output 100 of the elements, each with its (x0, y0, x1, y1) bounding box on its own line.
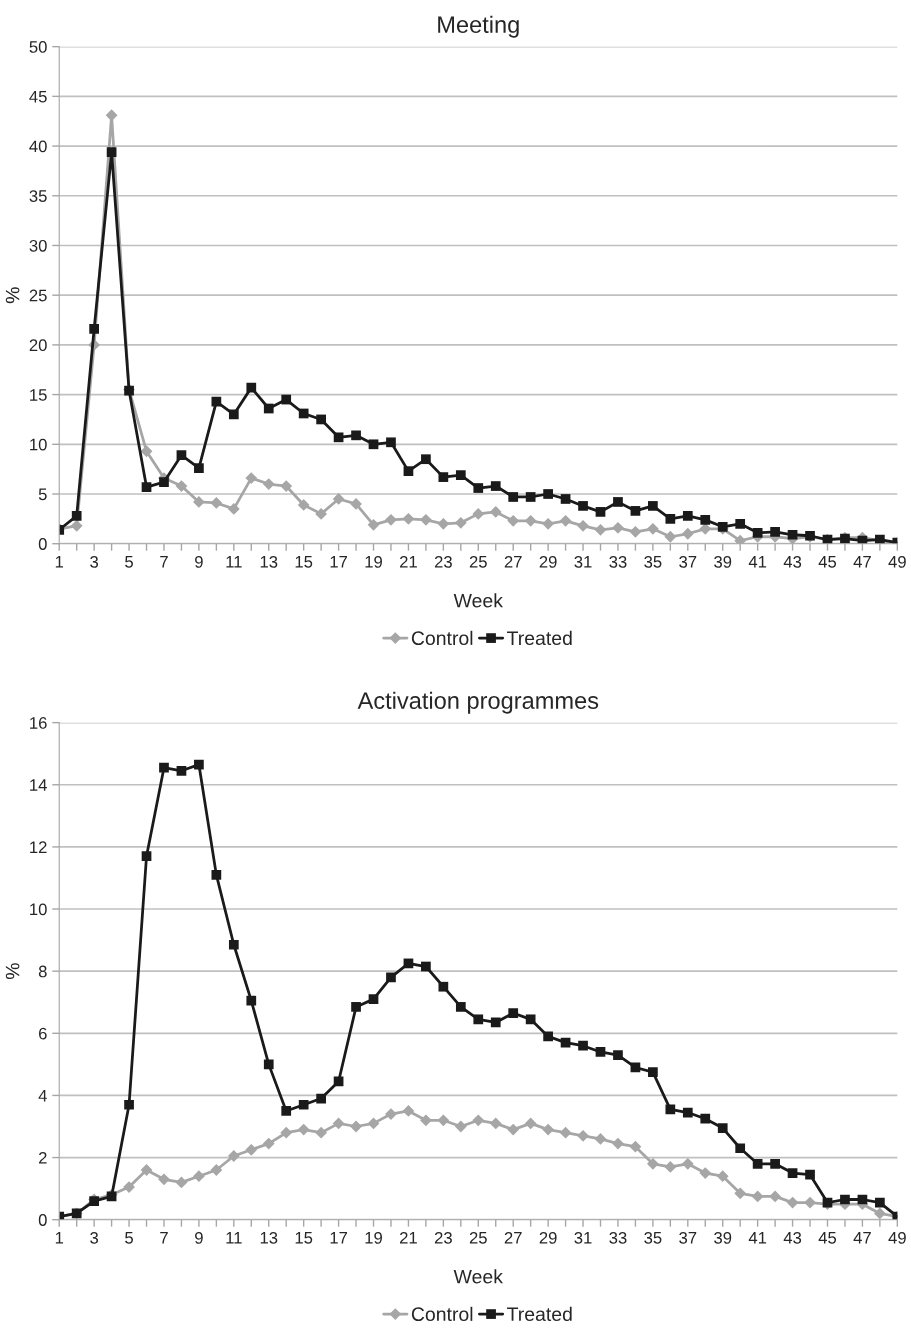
point (386, 437, 396, 448)
x-tick-label: 45 (818, 1232, 837, 1244)
point (455, 1002, 466, 1012)
point (263, 403, 274, 414)
x-tick-label: 33 (609, 1231, 627, 1244)
point (543, 489, 553, 499)
point (787, 1168, 798, 1178)
point (194, 759, 204, 770)
point (700, 514, 711, 525)
point (716, 1170, 729, 1183)
x-tick-label: 31 (574, 555, 592, 568)
point (227, 1150, 240, 1162)
point (263, 1059, 274, 1070)
point (228, 939, 239, 950)
point (681, 527, 694, 540)
x-tick-label: 49 (888, 1231, 906, 1244)
x-tick-label: 21 (400, 555, 417, 568)
x-tick-label: 41 (748, 1232, 767, 1244)
point (175, 480, 188, 492)
point (804, 1196, 816, 1209)
y-axis-title: % (5, 287, 20, 304)
x-tick-label: 19 (365, 555, 382, 568)
point (629, 1140, 642, 1153)
point (386, 972, 396, 983)
x-tick-label: 17 (330, 1232, 348, 1244)
point (560, 494, 571, 504)
x-tick-label: 35 (644, 555, 662, 568)
y-tick-label: 8 (38, 965, 47, 978)
point (630, 506, 641, 516)
point (350, 1120, 362, 1133)
point (734, 534, 747, 544)
y-tick-label: 40 (29, 140, 47, 153)
x-tick-label: 47 (853, 1232, 871, 1244)
point (351, 1002, 361, 1012)
point (281, 394, 292, 405)
x-tick-label: 15 (295, 1232, 313, 1244)
x-tick-label: 39 (714, 1231, 732, 1244)
point (646, 522, 659, 535)
point (158, 1173, 170, 1186)
point (351, 430, 361, 441)
legend-label: Treated (507, 630, 572, 646)
x-tick-label: 5 (125, 1232, 133, 1244)
point (246, 995, 257, 1006)
x-tick-label: 35 (644, 1231, 662, 1244)
point (385, 513, 397, 526)
point (280, 480, 293, 492)
x-tick-label: 3 (90, 1231, 99, 1244)
y-tick-label: 16 (30, 717, 47, 729)
point (734, 1187, 747, 1200)
y-axis-title: % (5, 963, 20, 980)
point (735, 1143, 746, 1154)
point (559, 1126, 572, 1139)
point (140, 1164, 153, 1176)
point (421, 961, 431, 972)
x-tick-label: 31 (574, 1231, 592, 1244)
point (507, 1123, 520, 1136)
point (368, 439, 379, 450)
point (595, 1047, 606, 1057)
point (368, 994, 379, 1004)
point (508, 492, 519, 502)
x-tick-label: 41 (748, 556, 767, 568)
point (613, 497, 623, 507)
x-tick-label: 1 (55, 556, 64, 568)
point (71, 511, 82, 521)
x-tick-label: 11 (226, 1232, 242, 1244)
point (124, 1099, 134, 1110)
point (665, 1104, 676, 1115)
point (420, 1114, 432, 1127)
point (193, 1170, 205, 1183)
point (524, 1117, 537, 1130)
x-tick-label: 1 (55, 1232, 64, 1244)
point (176, 765, 187, 776)
x-tick-label: 7 (160, 1232, 168, 1244)
point (281, 1106, 292, 1116)
point (316, 1093, 326, 1104)
point (472, 507, 485, 520)
point (648, 501, 658, 511)
y-tick-label: 2 (38, 1151, 47, 1164)
x-tick-label: 17 (330, 556, 348, 568)
x-tick-label: 43 (783, 555, 802, 568)
point (245, 1143, 258, 1156)
point (332, 1117, 345, 1130)
y-tick-label: 20 (29, 339, 47, 352)
legend-label: Control (411, 1306, 473, 1322)
point (699, 1167, 712, 1179)
point (315, 1126, 328, 1139)
point (123, 1181, 135, 1193)
x-tick-label: 9 (195, 555, 203, 568)
point (472, 1114, 485, 1127)
y-tick-label: 10 (30, 438, 47, 451)
point (315, 507, 328, 520)
point (193, 496, 205, 508)
x-tick-label: 45 (818, 556, 837, 568)
x-tick-label: 5 (125, 556, 133, 568)
point (350, 498, 362, 510)
point (681, 1157, 694, 1170)
point (577, 1129, 589, 1142)
x-tick-label: 29 (539, 1231, 557, 1244)
x-tick-label: 27 (504, 1231, 522, 1244)
point (332, 493, 345, 505)
